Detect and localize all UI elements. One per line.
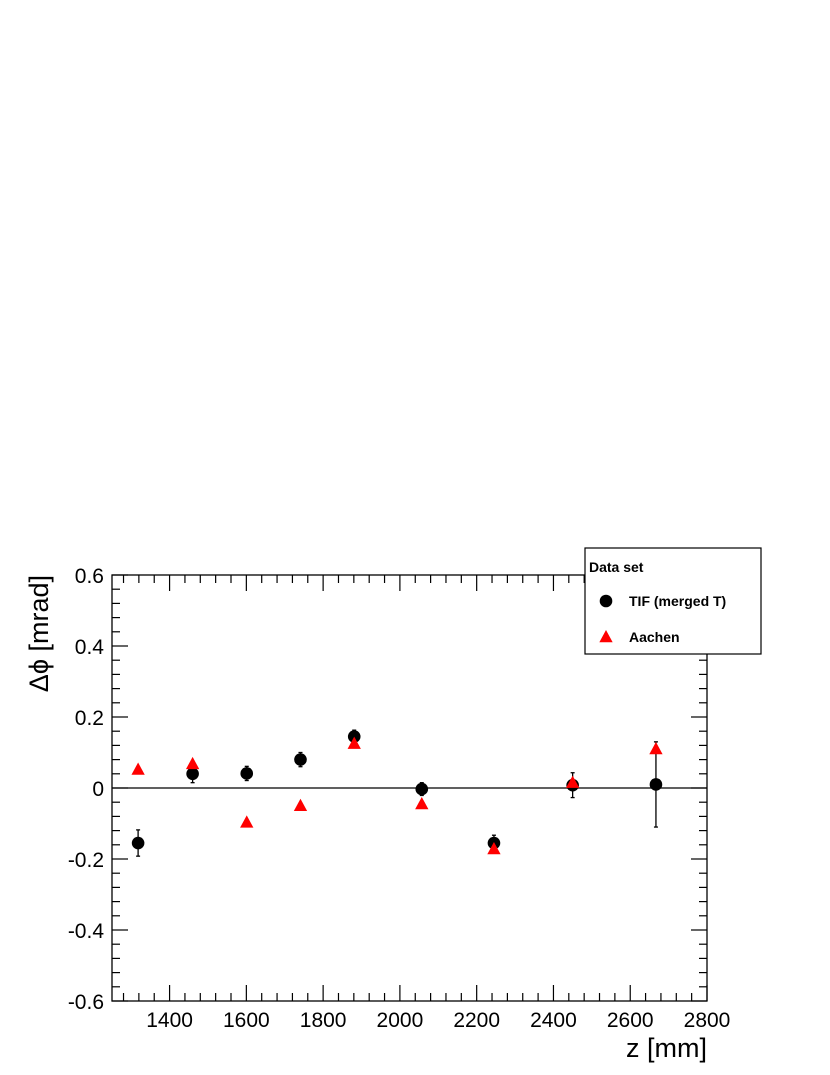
- x-tick-label: 2200: [453, 1009, 500, 1032]
- data-point-circle: [347, 730, 361, 743]
- data-point-triangle: [131, 762, 145, 775]
- series-tif-merged-t-: [131, 729, 663, 857]
- data-point-triangle: [649, 741, 663, 755]
- series-aachen: [131, 736, 663, 855]
- data-point-triangle: [185, 756, 200, 770]
- x-tick-label: 1800: [300, 1009, 347, 1032]
- data-point-circle: [186, 767, 199, 781]
- legend: Data set TIF (merged T) Aachen: [584, 547, 762, 655]
- data-point-triangle: [347, 736, 361, 749]
- axis-tick-labels: 1400 1600 1800 2000 2200 2400 2600 2800 -0.6 -0.4…: [68, 565, 731, 1032]
- data-point-circle: [131, 836, 145, 850]
- data-point-triangle: [565, 775, 580, 788]
- legend-title: Data set: [589, 559, 644, 575]
- y-axis-title: Δϕ [mrad]: [24, 575, 54, 692]
- x-tick-label: 2000: [377, 1009, 424, 1032]
- data-point-circle: [649, 778, 663, 791]
- y-tick-label: -0.6: [68, 991, 104, 1014]
- data-points: [131, 729, 663, 857]
- legend-marker-triangle: [599, 630, 613, 643]
- x-axis-title: z [mm]: [626, 1033, 707, 1063]
- data-point-triangle: [293, 798, 308, 811]
- x-tick-label: 2400: [530, 1009, 577, 1032]
- y-tick-label: 0.2: [75, 707, 104, 730]
- data-point-triangle: [487, 842, 501, 855]
- legend-marker-circle: [599, 594, 613, 608]
- y-tick-label: 0: [92, 778, 104, 801]
- legend-label: Aachen: [629, 629, 680, 645]
- x-tick-label: 2600: [607, 1009, 654, 1032]
- data-point-circle: [294, 753, 307, 766]
- x-tick-label: 1600: [223, 1009, 270, 1032]
- y-tick-label: -0.2: [68, 849, 104, 872]
- data-point-triangle: [240, 815, 254, 828]
- x-tick-label: 2800: [684, 1009, 731, 1032]
- legend-entries: TIF (merged T) Aachen: [599, 593, 726, 645]
- y-tick-label: -0.4: [68, 920, 105, 943]
- y-tick-label: 0.6: [75, 565, 104, 588]
- data-point-circle: [240, 767, 254, 780]
- x-tick-label: 1400: [146, 1009, 193, 1032]
- y-tick-label: 0.4: [75, 636, 105, 659]
- legend-label: TIF (merged T): [629, 593, 726, 609]
- data-point-circle: [415, 782, 429, 796]
- legend-box: [584, 547, 762, 655]
- data-point-triangle: [415, 796, 429, 810]
